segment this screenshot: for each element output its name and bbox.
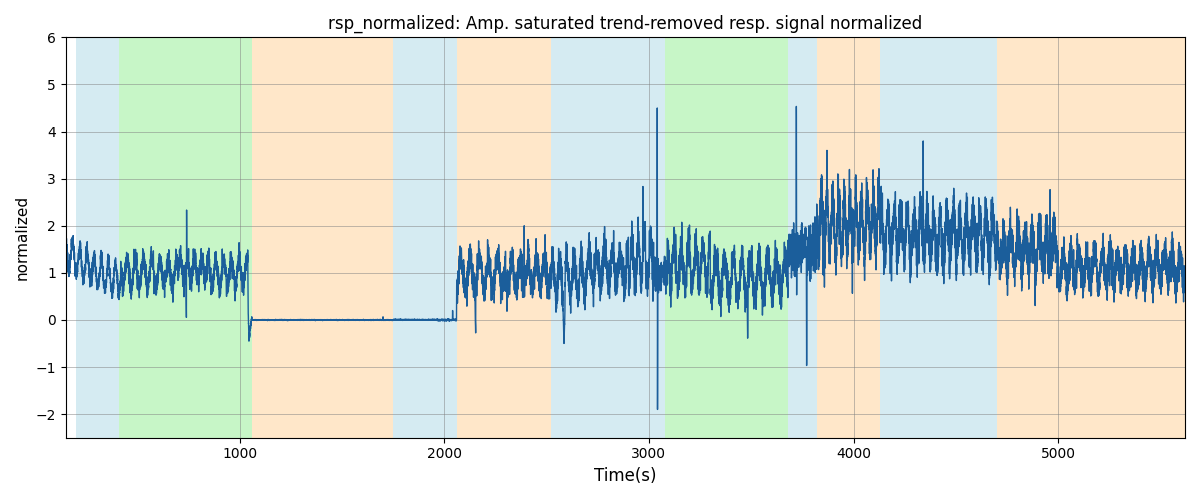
Bar — [788, 38, 817, 438]
X-axis label: Time(s): Time(s) — [594, 467, 656, 485]
Bar — [456, 38, 551, 438]
Bar — [76, 38, 119, 438]
Title: rsp_normalized: Amp. saturated trend-removed resp. signal normalized: rsp_normalized: Amp. saturated trend-rem… — [329, 15, 923, 34]
Y-axis label: normalized: normalized — [16, 195, 30, 280]
Bar — [641, 38, 665, 438]
Bar — [394, 38, 456, 438]
Bar — [551, 38, 641, 438]
Bar — [880, 38, 997, 438]
Bar — [997, 38, 1058, 438]
Bar — [665, 38, 788, 438]
Bar — [817, 38, 880, 438]
Bar — [252, 38, 394, 438]
Bar — [1058, 38, 1186, 438]
Bar — [119, 38, 252, 438]
